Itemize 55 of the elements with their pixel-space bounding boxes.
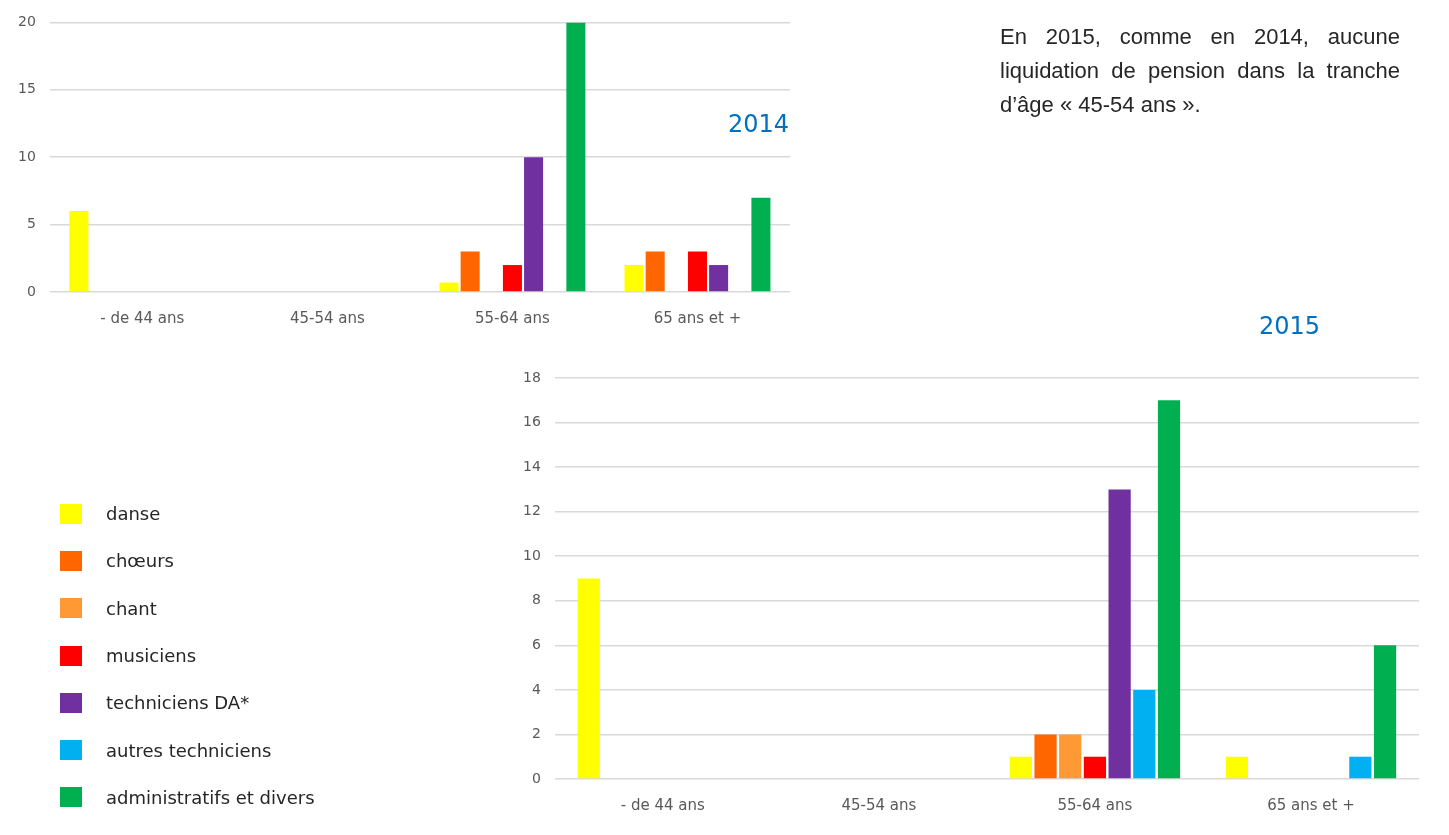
legend-label: musiciens <box>106 645 197 667</box>
y-tick-label: 14 <box>522 457 541 474</box>
x-tick-label: 45-54 ans <box>289 308 365 327</box>
text: 2014 <box>728 110 790 139</box>
bar <box>1133 689 1156 779</box>
x-tick-label: 65 ans et + <box>653 308 742 327</box>
bar <box>1157 400 1181 779</box>
bar <box>1373 645 1397 779</box>
bar <box>1034 734 1057 779</box>
bar <box>687 251 707 292</box>
y-tick-label: 10 <box>17 147 36 164</box>
x-tick-label: - de 44 ans <box>620 795 706 814</box>
legend-label: chœurs <box>106 550 174 572</box>
y-tick-label: 0 <box>531 769 541 786</box>
bar <box>502 265 522 292</box>
bar <box>645 251 665 292</box>
bar <box>1059 734 1082 779</box>
chart-title: 2015 <box>1259 312 1321 341</box>
bar <box>751 197 771 292</box>
y-tick-label: 5 <box>26 215 36 232</box>
x-tick-label: - de 44 ans <box>100 308 185 327</box>
y-tick-label: 2 <box>531 725 541 742</box>
bar <box>460 251 480 292</box>
bar <box>1225 756 1249 779</box>
bar <box>1009 756 1032 779</box>
legend-label: techniciens DA* <box>106 692 250 714</box>
legend-label: autres techniciens <box>106 739 272 761</box>
y-tick-label: 8 <box>531 591 541 608</box>
y-tick-label: 0 <box>26 282 36 299</box>
x-tick-label: 55-64 ans <box>1057 795 1133 814</box>
bar <box>709 265 729 292</box>
y-tick-label: 4 <box>531 680 541 697</box>
bar <box>524 157 544 292</box>
y-tick-label: 20 <box>17 13 36 30</box>
x-tick-label: 45-54 ans <box>841 795 917 814</box>
bar <box>1349 756 1372 779</box>
y-tick-label: 10 <box>522 546 541 563</box>
text: En 2015, comme en 2014, aucune liquidation de pension dans la tranche d’âge « 45-54 ans ». <box>1000 23 1400 120</box>
y-tick-label: 6 <box>531 635 541 652</box>
bar <box>1108 489 1131 779</box>
bar <box>566 22 586 292</box>
bar <box>69 211 89 292</box>
bar <box>1083 756 1107 779</box>
bar <box>577 578 600 779</box>
x-tick-label: 65 ans et + <box>1267 795 1355 814</box>
y-tick-label: 12 <box>522 502 541 519</box>
y-tick-label: 18 <box>522 368 541 385</box>
x-tick-label: 55-64 ans <box>474 308 551 327</box>
y-tick-label: 16 <box>522 413 541 430</box>
legend-label: chant <box>106 597 157 619</box>
legend-label: danse <box>106 503 161 525</box>
legend-label: administratifs et divers <box>106 786 315 808</box>
bar <box>624 265 644 292</box>
bar <box>439 282 459 292</box>
y-tick-label: 15 <box>17 80 36 97</box>
